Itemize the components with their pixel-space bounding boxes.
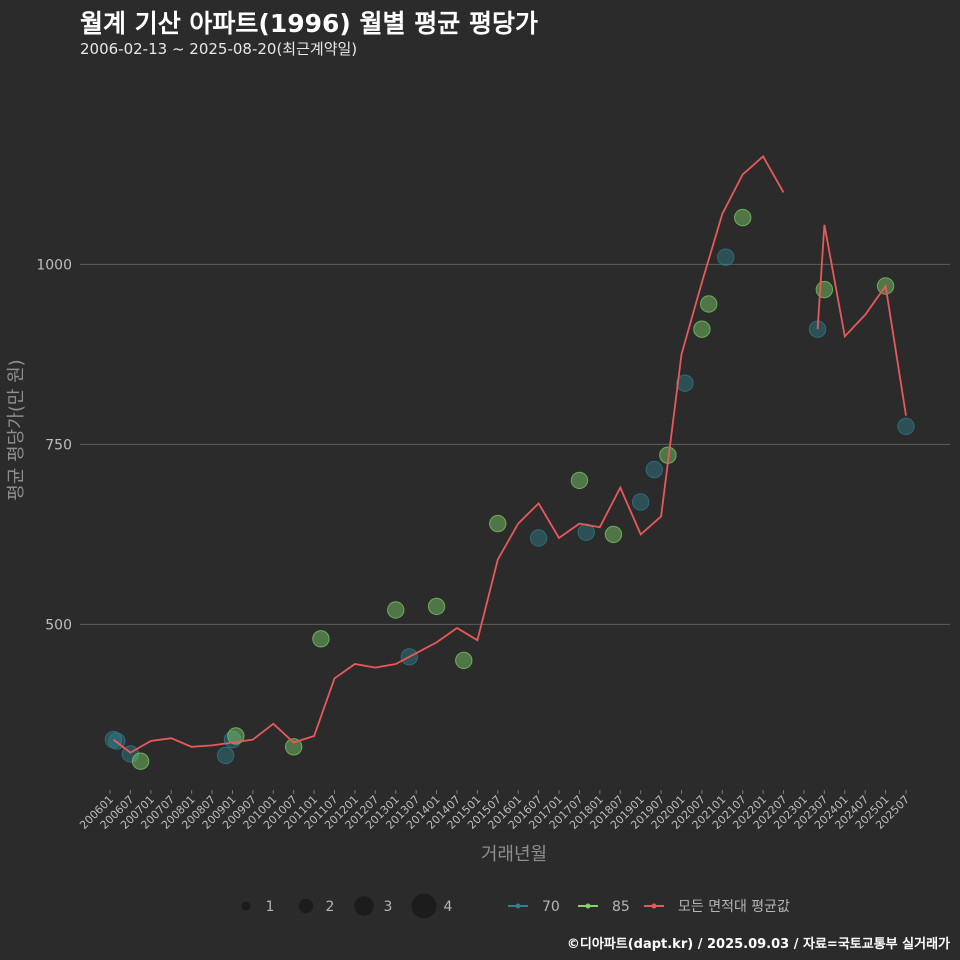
point-70 xyxy=(676,374,694,392)
legend-size-label: 4 xyxy=(444,899,453,915)
y-axis-title: 평균 평당가(만 원) xyxy=(6,359,27,500)
point-85 xyxy=(455,651,473,670)
point-85 xyxy=(700,295,718,313)
legend-dot-s70 xyxy=(515,903,521,909)
point-85 xyxy=(693,320,711,338)
series-avg-line xyxy=(112,154,907,754)
point-70 xyxy=(529,529,548,547)
legend-dot-avg xyxy=(651,903,657,909)
avg-line-segment xyxy=(112,154,785,754)
legend-size-dot xyxy=(354,896,374,916)
legend-label-s85: 85 xyxy=(612,899,630,915)
point-85 xyxy=(570,471,589,490)
x-tick-labels: 2006012006072007012007072008012008072009… xyxy=(77,790,912,832)
point-85 xyxy=(815,280,834,299)
point-70 xyxy=(645,460,663,479)
legend: 1 2 3 4 70 85 모든 면적대 평균값 xyxy=(241,893,790,919)
chart-subtitle: 2006-02-13 ~ 2025-08-20(최근계약일) xyxy=(80,40,358,58)
legend-size-dot xyxy=(411,893,437,919)
x-axis-title: 거래년월 xyxy=(481,844,547,865)
legend-size-label: 1 xyxy=(266,899,275,915)
y-tick-label: 500 xyxy=(45,617,72,633)
avg-line-segment xyxy=(816,224,907,416)
y-tick-label: 1000 xyxy=(36,257,72,273)
point-70 xyxy=(717,248,735,266)
point-85 xyxy=(284,738,303,756)
legend-label-s70: 70 xyxy=(542,899,560,915)
legend-size-dot xyxy=(241,901,251,911)
y-tick-labels: 500 750 1000 xyxy=(36,257,72,633)
point-85 xyxy=(312,630,330,648)
point-85 xyxy=(604,525,623,544)
source-caption: ©디아파트(dapt.kr) / 2025.09.03 / 자료=국토교통부 실… xyxy=(566,937,950,952)
point-85 xyxy=(227,727,245,745)
chart-title: 월계 기산 아파트(1996) 월별 평균 평당가 xyxy=(80,9,538,38)
grid-lines xyxy=(80,263,950,625)
legend-size-label: 2 xyxy=(326,899,335,915)
point-70 xyxy=(631,493,650,511)
point-85 xyxy=(427,597,446,616)
point-85 xyxy=(387,601,405,619)
series-70-points xyxy=(104,248,915,765)
point-85 xyxy=(734,208,752,227)
point-70 xyxy=(216,746,235,765)
point-70 xyxy=(897,417,915,436)
series-85-points xyxy=(131,208,895,770)
point-85 xyxy=(489,514,507,533)
legend-dot-s85 xyxy=(585,903,591,909)
y-tick-label: 750 xyxy=(45,437,72,453)
point-85 xyxy=(131,752,150,770)
legend-label-avg: 모든 면적대 평균값 xyxy=(678,899,790,915)
legend-size-label: 3 xyxy=(384,899,393,915)
legend-size-dot xyxy=(298,898,314,914)
